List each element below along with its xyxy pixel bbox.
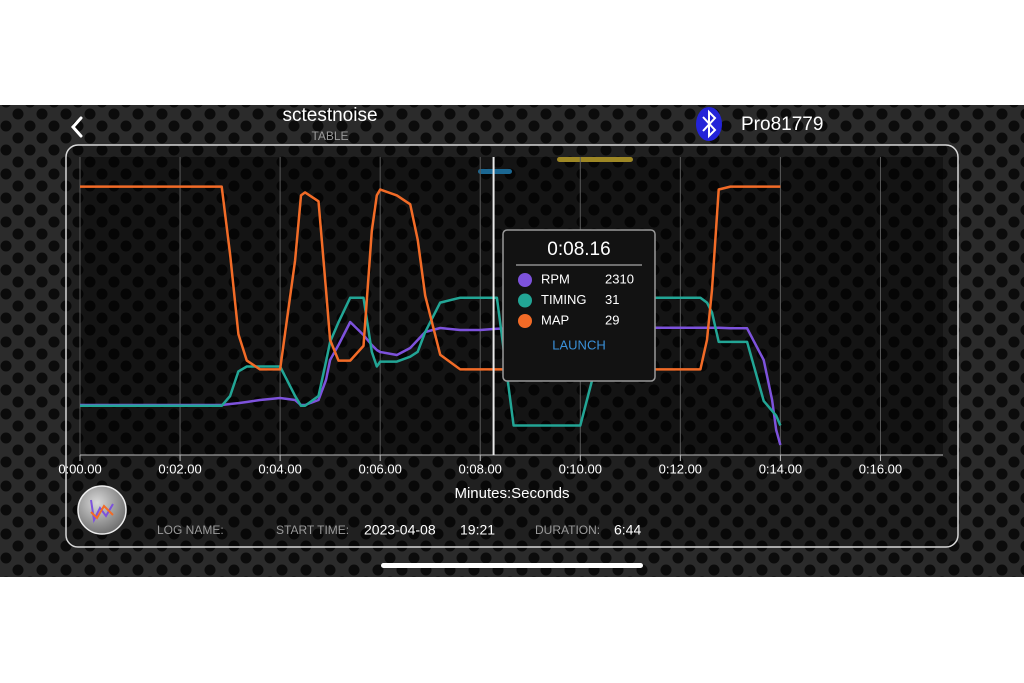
- log-title: sctestnoise: [282, 105, 377, 126]
- x-tick-label: 0:14.00: [759, 461, 802, 476]
- start-time-label: START TIME:: [276, 523, 349, 537]
- start-clock: 19:21: [460, 522, 495, 538]
- tooltip-value: 31: [605, 292, 619, 307]
- legend-label: RPM: [541, 271, 570, 286]
- x-tick-label: 0:00.00: [58, 461, 101, 476]
- x-tick-label: 0:12.00: [659, 461, 702, 476]
- chart-mode-icon: [90, 504, 114, 520]
- x-tick-label: 0:08.00: [459, 461, 502, 476]
- device-name: Pro81779: [741, 114, 823, 135]
- marker-yellow: [557, 157, 633, 162]
- legend-swatch: [518, 273, 532, 287]
- x-tick-label: 0:10.00: [559, 461, 602, 476]
- duration: 6:44: [614, 522, 641, 538]
- tooltip-time: 0:08.16: [547, 239, 610, 260]
- bluetooth-icon[interactable]: [696, 107, 722, 141]
- tooltip-value: 29: [605, 312, 619, 327]
- legend-label: MAP: [541, 312, 569, 327]
- series-line: [80, 185, 781, 371]
- tooltip: 0:08.16 RPM 2310 TIMING 31 MAP 29 LAUNCH: [502, 229, 656, 382]
- legend-swatch: [518, 293, 532, 308]
- duration-label: DURATION:: [535, 523, 600, 537]
- x-tick-label: 0:06.00: [358, 461, 401, 476]
- home-indicator: [381, 563, 643, 568]
- legend-swatch: [518, 314, 532, 328]
- start-date: 2023-04-08: [364, 522, 436, 538]
- x-tick-label: 0:02.00: [158, 461, 201, 476]
- series-line: [80, 320, 782, 446]
- tooltip-mode: LAUNCH: [552, 337, 605, 352]
- tooltip-value: 2310: [605, 271, 634, 286]
- plot-lines: [80, 157, 782, 455]
- x-tick-label: 0:04.00: [258, 461, 301, 476]
- back-button[interactable]: [70, 116, 83, 138]
- marker-blue: [478, 169, 512, 174]
- log-name-label: LOG NAME:: [157, 523, 224, 537]
- legend-label: TIMING: [541, 292, 587, 307]
- x-axis-label: Minutes:Seconds: [454, 485, 569, 502]
- log-subtitle: TABLE: [311, 129, 348, 143]
- x-tick-label: 0:16.00: [859, 461, 902, 476]
